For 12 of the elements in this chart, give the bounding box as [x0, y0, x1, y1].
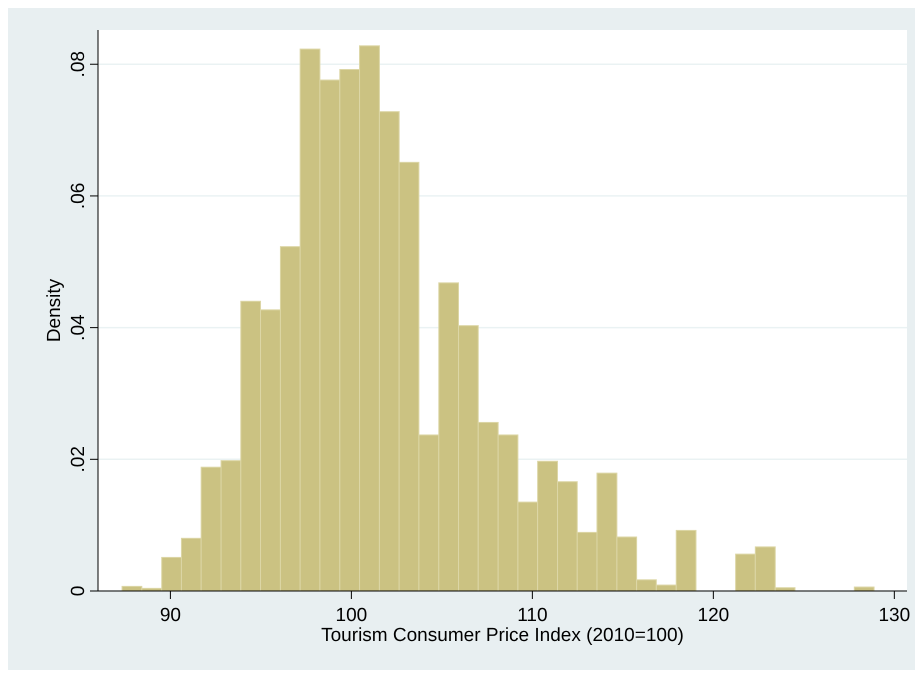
x-tick-label: 110: [517, 605, 548, 626]
y-tick-label: .04: [68, 314, 89, 341]
x-tick-label: 90: [160, 605, 181, 626]
y-tick-label: .02: [68, 446, 89, 473]
x-tick-label: 130: [878, 605, 910, 626]
x-tick-label: 120: [697, 605, 730, 626]
y-tick-label: .06: [68, 182, 89, 210]
y-tick-label: .08: [68, 51, 89, 78]
x-axis-title: Tourism Consumer Price Index (2010=100): [321, 625, 684, 646]
x-tick-label: 100: [336, 605, 368, 626]
y-tick-label: 0: [68, 586, 89, 596]
y-axis-title: Density: [44, 278, 65, 342]
